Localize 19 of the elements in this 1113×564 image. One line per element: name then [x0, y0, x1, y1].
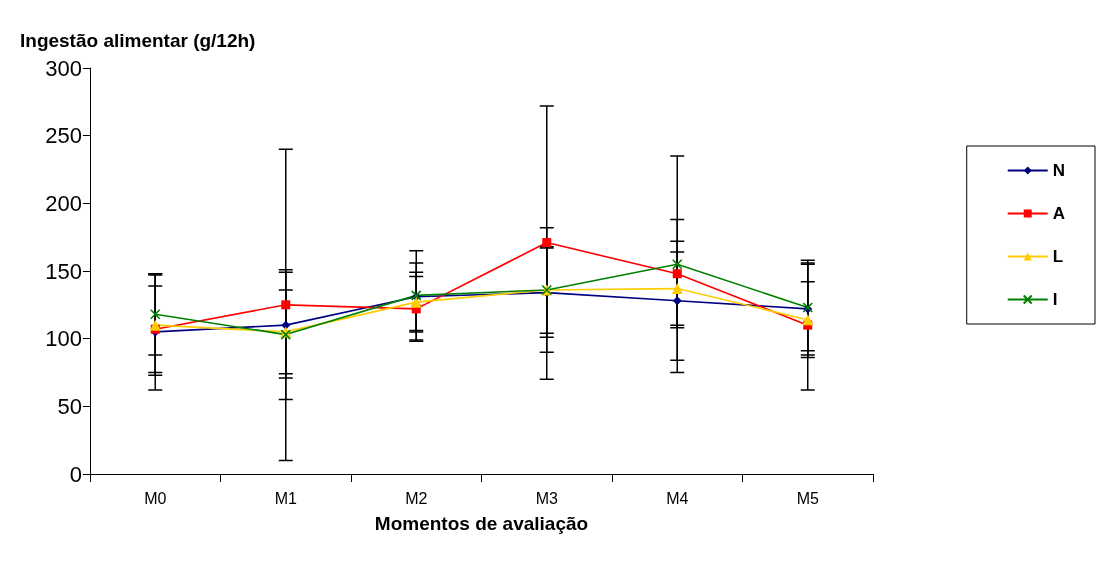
y-tick-label: 200 [45, 190, 82, 216]
y-tick-label: 0 [69, 461, 82, 487]
x-tick-label: M3 [535, 489, 558, 507]
x-tick-label: M0 [144, 489, 167, 507]
x-axis-title: Momentos de avaliação [374, 513, 589, 534]
legend-label: L [1052, 247, 1064, 266]
y-tick-label: 300 [45, 55, 82, 81]
y-tick-label: 250 [45, 123, 82, 149]
x-tick-label: M4 [666, 489, 689, 507]
y-tick-label: 100 [45, 326, 82, 352]
legend-label: I [1052, 290, 1058, 309]
legend-label: N [1052, 161, 1065, 180]
x-tick-label: M2 [405, 489, 428, 507]
x-tick-label: M5 [796, 489, 819, 507]
y-tick-label: 150 [45, 258, 82, 284]
x-tick-label: M1 [274, 489, 297, 507]
y-axis-title: Ingestão alimentar (g/12h) [20, 30, 256, 51]
legend-label: A [1052, 204, 1065, 223]
y-tick-label: 50 [57, 393, 82, 419]
